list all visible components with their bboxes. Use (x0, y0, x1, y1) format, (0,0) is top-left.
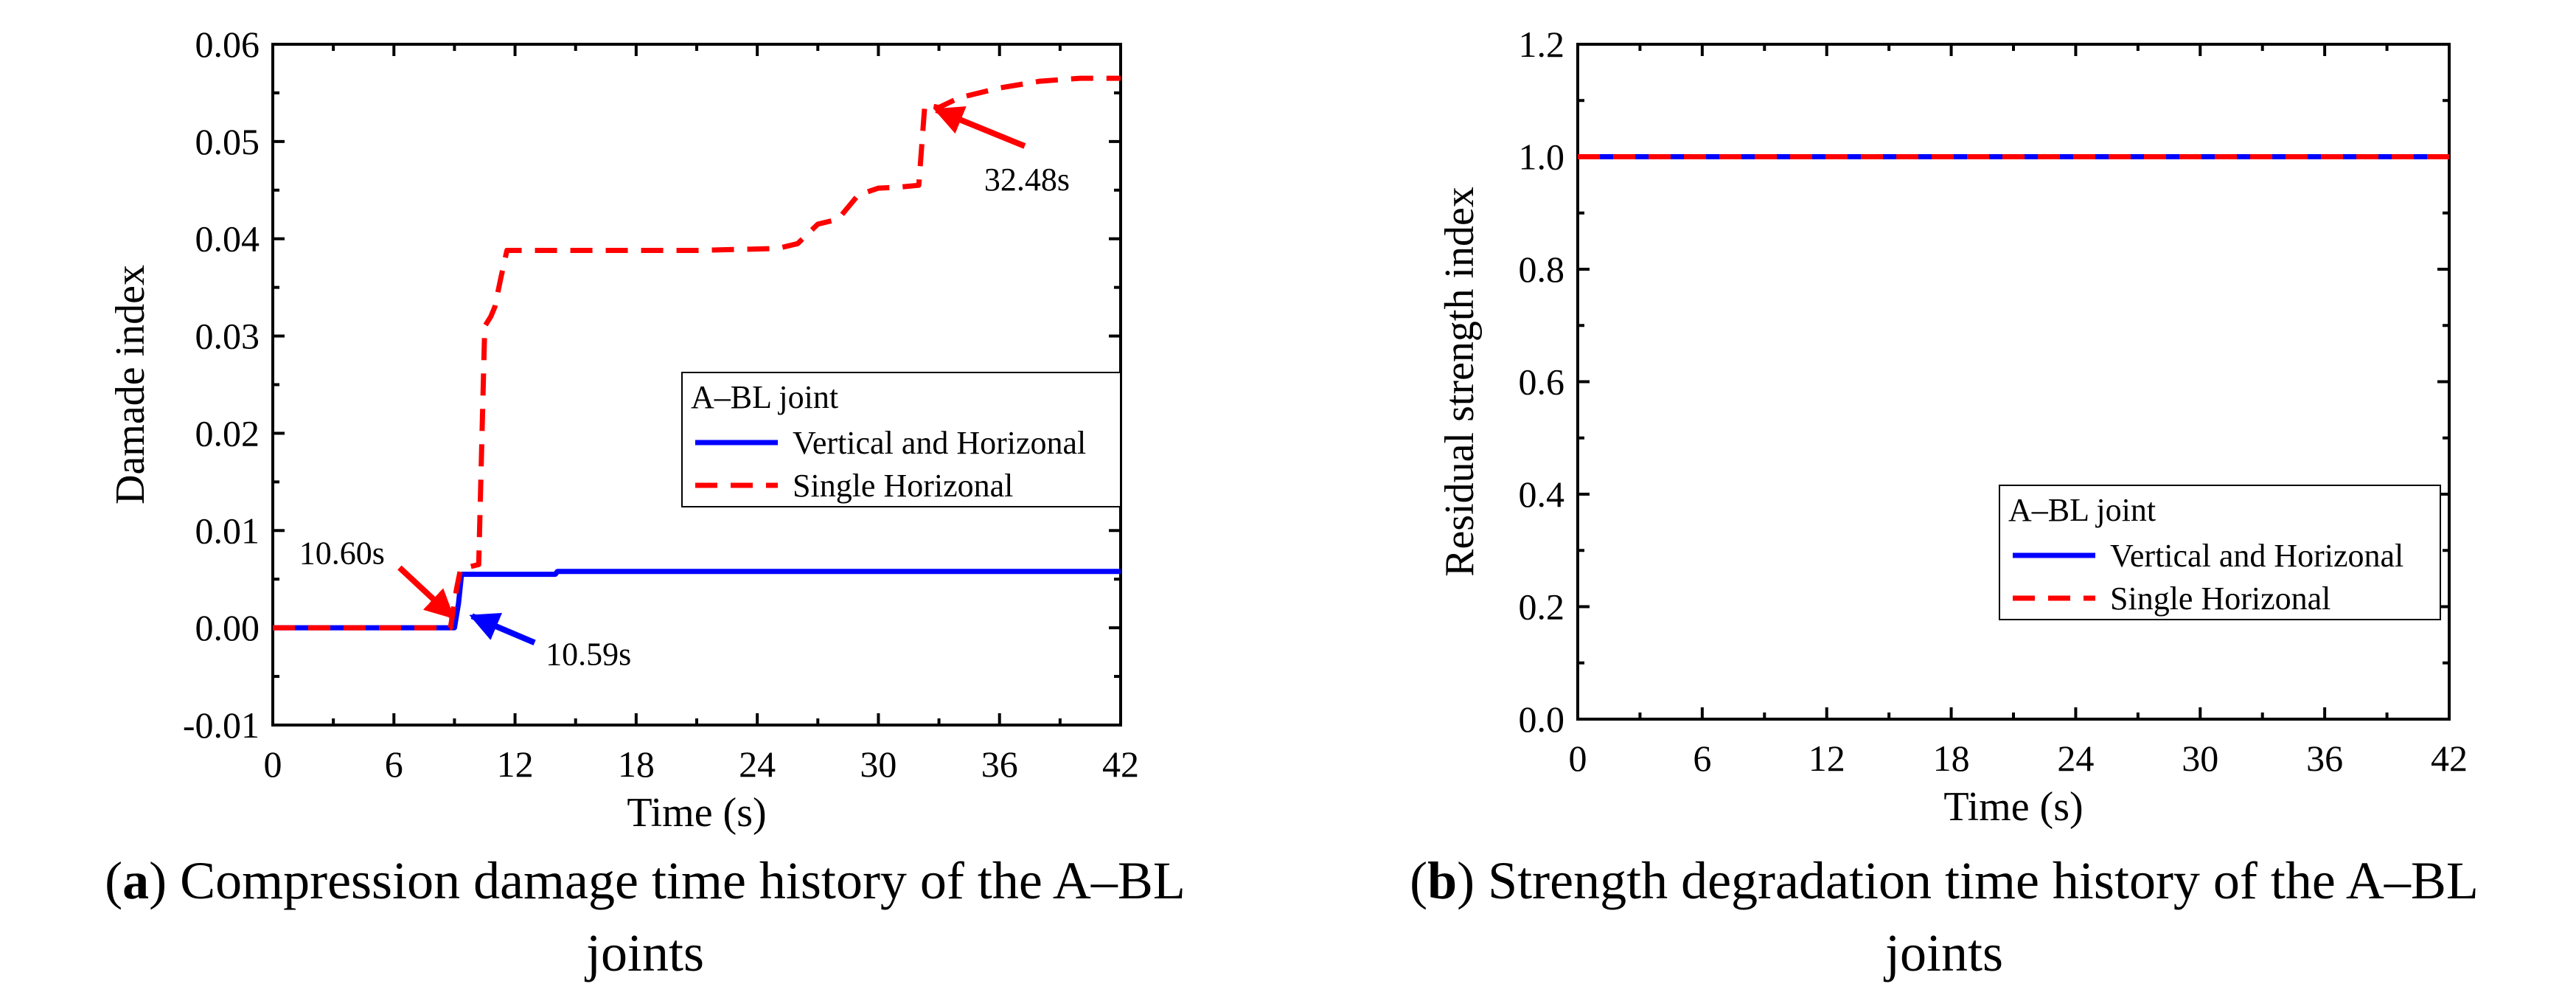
caption-a: (a) Compression damage time history of t… (0, 845, 1290, 989)
x-tick-label: 42 (2431, 738, 2468, 779)
chart-panel-a: 0 6 12 18 24 30 36 42 -0.01 0.00 0.01 0.02 0.03 0.04 0… (108, 24, 1139, 836)
caption-a-line2: joints (585, 923, 705, 982)
y-tick-label: 0.0 (1519, 698, 1565, 740)
chart-panel-b: 0 6 12 18 24 30 36 42 0.0 0.2 0.4 0.6 0.8 1.0 1.2 Time … (1437, 24, 2468, 830)
x-tick-label: 42 (1102, 743, 1139, 785)
x-tick-label: 30 (2182, 738, 2218, 779)
caption-b-suffix: ) (1457, 851, 1475, 910)
legend-title: A–BL joint (2008, 492, 2156, 528)
caption-a-line1: Compression damage time history of the A… (167, 851, 1186, 910)
y-tick-label: 0.6 (1519, 361, 1565, 403)
y-tick-label: 0.04 (195, 218, 260, 260)
x-tick-label: 24 (739, 743, 776, 785)
y-tick-label: 0.01 (195, 510, 260, 551)
y-tick-label: 0.8 (1519, 249, 1565, 290)
annotation-label-32-48s: 32.48s (984, 162, 1070, 198)
y-tick-label: 1.0 (1519, 136, 1565, 178)
caption-b-line1: Strength degradation time history of the… (1475, 851, 2479, 910)
y-axis-label: Residual strength index (1437, 187, 1483, 577)
annotation-label-10-59s: 10.59s (546, 636, 631, 672)
series-line-vertical-and-horizonal (273, 569, 1121, 631)
y-tick-label: 0.02 (195, 412, 260, 454)
x-tick-label: 0 (1569, 738, 1587, 779)
caption-a-label: a (122, 851, 150, 910)
x-tick-label: 0 (264, 743, 282, 785)
legend-entry: Vertical and Horizonal (793, 425, 1086, 461)
y-tick-label: 0.05 (195, 121, 260, 162)
y-tick-label: 0.4 (1519, 474, 1565, 515)
annotation-arrow-10-59s (469, 612, 536, 646)
x-tick-label: 12 (497, 743, 534, 785)
caption-b-prefix: ( (1410, 851, 1428, 910)
legend-entry: Single Horizonal (2110, 580, 2330, 617)
x-axis-label: Time (s) (627, 790, 766, 836)
x-tick-label: 6 (385, 743, 403, 785)
y-axis-label: Damade index (108, 265, 153, 505)
caption-b-label: b (1427, 851, 1458, 910)
caption-b-line2: joints (1884, 923, 2004, 982)
annotation-arrow-10-60s (397, 565, 455, 620)
x-axis-label: Time (s) (1943, 784, 2083, 830)
y-tick-label: 0.2 (1519, 586, 1565, 628)
legend-entry: Vertical and Horizonal (2110, 538, 2403, 574)
series-line-single-horizonal (273, 75, 1121, 631)
legend-entry: Single Horizonal (793, 468, 1013, 504)
x-tick-label: 18 (618, 743, 655, 785)
x-tick-label: 6 (1693, 738, 1711, 779)
annotation-arrow-32-48s (933, 106, 1026, 149)
x-tick-label: 24 (2057, 738, 2094, 779)
x-tick-label: 30 (860, 743, 897, 785)
x-tick-label: 36 (2306, 738, 2343, 779)
y-tick-label: -0.01 (183, 704, 260, 746)
annotation-label-10-60s: 10.60s (299, 535, 385, 572)
caption-b: (b) Strength degradation time history of… (1312, 845, 2576, 989)
y-tick-label: 0.06 (195, 24, 260, 65)
x-tick-label: 12 (1809, 738, 1845, 779)
caption-a-suffix: ) (149, 851, 167, 910)
legend-box (1999, 485, 2441, 620)
x-tick-label: 18 (1933, 738, 1970, 779)
legend-box (681, 372, 1121, 507)
caption-a-prefix: ( (105, 851, 123, 910)
y-tick-label: 1.2 (1519, 24, 1565, 65)
x-tick-label: 36 (981, 743, 1018, 785)
legend-title: A–BL joint (691, 379, 838, 415)
y-tick-label: 0.03 (195, 316, 260, 357)
y-tick-label: 0.00 (195, 607, 260, 648)
